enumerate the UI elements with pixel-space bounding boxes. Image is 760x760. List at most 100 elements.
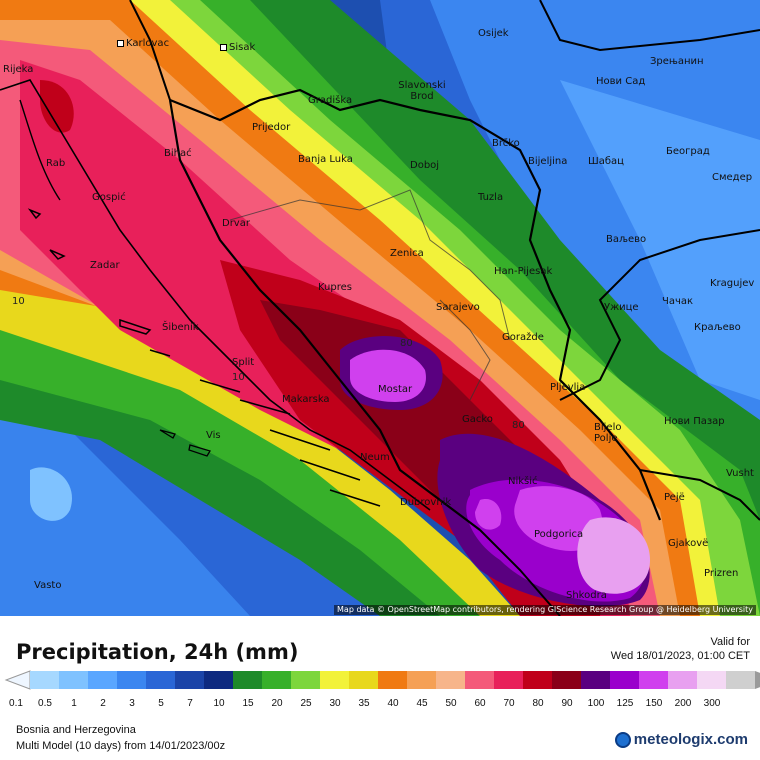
city-label: Vis xyxy=(206,430,221,441)
scale-swatch xyxy=(494,671,523,689)
map-attribution[interactable]: Map data © OpenStreetMap contributors, r… xyxy=(334,605,756,615)
scale-swatch xyxy=(320,671,349,689)
city-label: Zenica xyxy=(390,248,424,259)
scale-tick-label: 5 xyxy=(158,698,164,709)
scale-tick-label: 7 xyxy=(187,698,193,709)
city-label: Drvar xyxy=(222,218,250,229)
city-label: Bijelo Polje xyxy=(594,422,622,444)
scale-tick-label: 20 xyxy=(271,698,283,709)
scale-swatch xyxy=(88,671,117,689)
city-label: Vusht xyxy=(726,468,754,479)
region-label: Bosnia and Herzegovina xyxy=(16,724,136,736)
scale-min-arrow xyxy=(4,670,31,690)
scale-tick-label: 25 xyxy=(300,698,312,709)
scale-tick-label: 45 xyxy=(416,698,428,709)
city-label: Gacko xyxy=(462,414,493,425)
scale-tick-label: 0.1 xyxy=(9,698,23,709)
scale-swatch xyxy=(407,671,436,689)
scale-tick-label: 80 xyxy=(532,698,544,709)
scale-swatch xyxy=(204,671,233,689)
scale-swatch xyxy=(726,671,755,689)
city-label: Ужице xyxy=(604,302,639,313)
scale-swatch xyxy=(668,671,697,689)
city-label: Pejë xyxy=(664,492,685,503)
scale-tick-label: 0.5 xyxy=(38,698,52,709)
city-label: Sisak xyxy=(220,42,255,53)
city-label: Split xyxy=(232,357,255,368)
city-label: Bijeljina xyxy=(528,156,568,167)
precip-field xyxy=(0,0,760,616)
scale-tick-label: 150 xyxy=(645,698,663,709)
city-label: Rijeka xyxy=(3,64,34,75)
scale-tick-label: 30 xyxy=(329,698,341,709)
scale-tick-label: 1 xyxy=(71,698,77,709)
city-label: Sarajevo xyxy=(436,302,480,313)
contour-label: 10 xyxy=(232,372,245,383)
city-label: Prizren xyxy=(704,568,739,579)
globe-icon xyxy=(614,731,631,748)
city-label: Shkodra xyxy=(566,590,607,601)
scale-swatch xyxy=(581,671,610,689)
scale-max-arrow xyxy=(755,671,760,689)
city-label: Dubrovnik xyxy=(400,497,452,508)
city-label: Makarska xyxy=(282,394,330,405)
city-label: Neum xyxy=(360,452,390,463)
scale-swatch xyxy=(378,671,407,689)
city-label: Doboj xyxy=(410,160,440,171)
city-label: Смедер xyxy=(712,172,753,183)
scale-tick-label: 300 xyxy=(703,698,721,709)
scale-swatch xyxy=(291,671,320,689)
city-label: Kragujev xyxy=(710,278,755,289)
scale-swatch xyxy=(697,671,726,689)
scale-tick-label: 10 xyxy=(213,698,225,709)
scale-tick-label: 50 xyxy=(445,698,457,709)
scale-swatch xyxy=(146,671,175,689)
scale-tick-label: 60 xyxy=(474,698,486,709)
city-label: Mostar xyxy=(378,384,413,395)
city-label: Нови Сад xyxy=(596,76,646,87)
map-title: Precipitation, 24h (mm) xyxy=(16,640,299,664)
model-label: Multi Model (10 days) from 14/01/2023/00… xyxy=(16,740,226,752)
precipitation-map[interactable]: Karlovac Sisak Osijek Зрењанин Rijeka Gr… xyxy=(0,0,760,616)
scale-tick-label: 70 xyxy=(503,698,515,709)
city-label: Tuzla xyxy=(478,192,504,203)
city-label: Gradiška xyxy=(308,95,353,106)
scale-swatch xyxy=(523,671,552,689)
scale-swatch xyxy=(465,671,494,689)
scale-tick-label: 200 xyxy=(674,698,692,709)
city-label: Podgorica xyxy=(534,529,584,540)
scale-tick-label: 3 xyxy=(129,698,135,709)
city-label: Šibenik xyxy=(162,322,199,333)
city-label: Karlovac xyxy=(117,38,169,49)
meteologix-logo[interactable]: meteologix.com xyxy=(614,731,748,748)
city-label: Краљево xyxy=(694,322,741,333)
scale-swatch xyxy=(610,671,639,689)
city-label: Prijedor xyxy=(252,122,291,133)
city-label: Han-Pijesak xyxy=(494,266,553,277)
scale-tick-label: 15 xyxy=(242,698,254,709)
contour-label: 10 xyxy=(12,296,25,307)
city-label: Ваљево xyxy=(606,234,647,245)
city-label: Rab xyxy=(46,158,66,169)
scale-swatch xyxy=(639,671,668,689)
scale-tick-label: 125 xyxy=(616,698,634,709)
city-label: Osijek xyxy=(478,28,509,39)
scale-swatch xyxy=(117,671,146,689)
scale-tick-label: 35 xyxy=(358,698,370,709)
scale-swatch xyxy=(436,671,465,689)
city-label: Zadar xyxy=(90,260,120,271)
city-label: Goražde xyxy=(502,332,544,343)
scale-tick-label: 100 xyxy=(587,698,605,709)
city-label: Шабац xyxy=(588,156,624,167)
scale-tick-label: 90 xyxy=(561,698,573,709)
contour-label: 80 xyxy=(400,338,413,349)
valid-time: Wed 18/01/2023, 01:00 CET xyxy=(610,650,750,662)
city-label: Nikšić xyxy=(508,476,538,487)
scale-swatch xyxy=(233,671,262,689)
scale-tick-label: 40 xyxy=(387,698,399,709)
valid-label: Valid for xyxy=(710,636,750,648)
scale-tick-label: 2 xyxy=(100,698,106,709)
city-label: Bihać xyxy=(164,148,192,159)
city-label: Pljevlja xyxy=(550,382,586,393)
scale-swatch xyxy=(30,671,59,689)
